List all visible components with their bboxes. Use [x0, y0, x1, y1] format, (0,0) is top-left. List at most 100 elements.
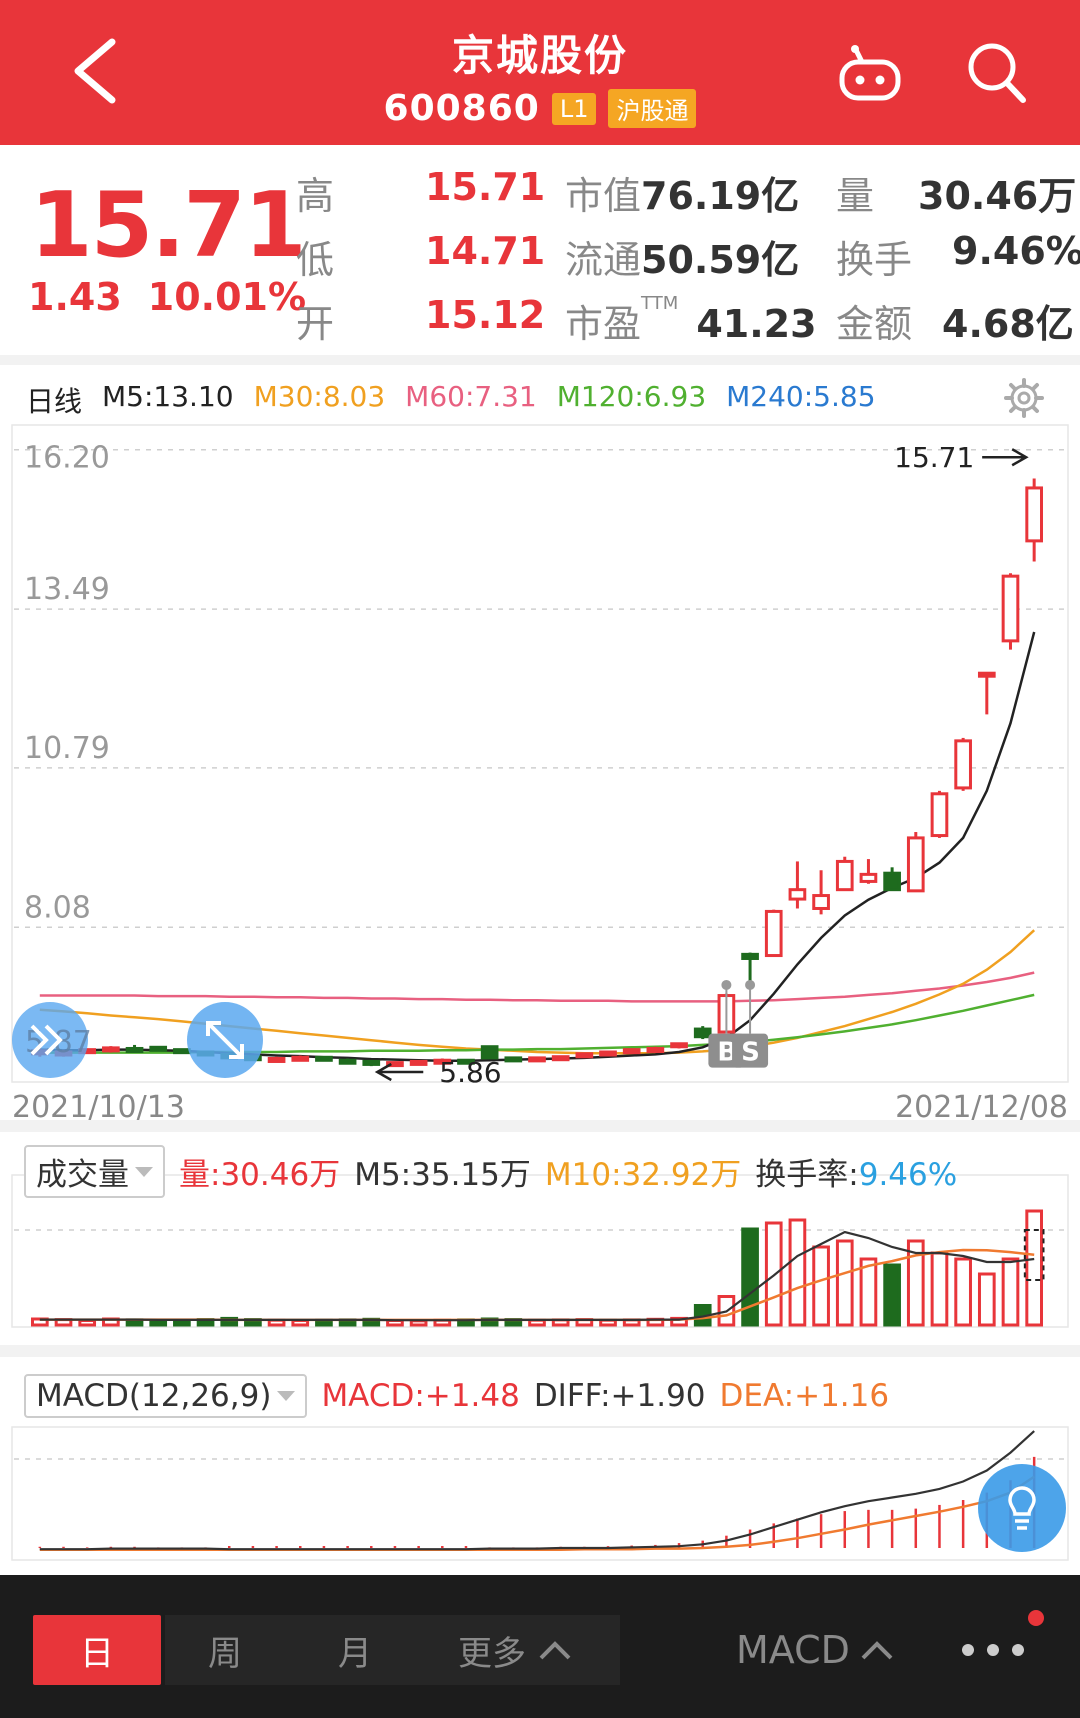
low-label: 低 [296, 238, 335, 282]
pe-value: 41.23 [696, 302, 817, 346]
chevron-right-icon [44, 1024, 63, 1056]
macd-legend: MACD(12,26,9) MACD:+1.48 DIFF:+1.90 DEA:… [24, 1374, 889, 1418]
indicator-select-macd[interactable]: MACD(12,26,9) [24, 1374, 308, 1418]
kline-y-label: 13.49 [24, 572, 110, 607]
ma60-line [39, 971, 1035, 1003]
chevron-down-icon [277, 1391, 296, 1401]
change-percent: 10.01% [147, 275, 307, 319]
candle-body [764, 909, 783, 958]
indicator-menu-button[interactable]: MACD [736, 1615, 894, 1685]
turnover-label: 换手 [836, 238, 913, 282]
volume-bar [859, 1257, 878, 1327]
candle-body [315, 1055, 333, 1062]
settings-gear-icon[interactable] [1004, 378, 1044, 418]
volume-forecast-box [1023, 1229, 1045, 1281]
stock-name: 京城股份 [451, 31, 628, 80]
amount-label: 金额 [836, 302, 913, 346]
candle-body [362, 1059, 381, 1066]
candle-body [409, 1059, 428, 1066]
candle-body [859, 872, 878, 883]
ma5-legend: M5:13.10 [102, 380, 234, 413]
tab-day[interactable]: 日 [33, 1615, 161, 1685]
candle-body [788, 888, 807, 901]
period-toolbar: 日 周 月 更多 MACD [0, 1575, 1080, 1718]
date-end: 2021/12/08 [895, 1090, 1068, 1125]
section-divider [0, 355, 1080, 365]
chevron-up-icon [861, 1641, 893, 1660]
volume-select-label: 成交量 [36, 1157, 129, 1193]
candle-body [267, 1056, 286, 1063]
candle-body [977, 671, 996, 678]
volume-bar [764, 1221, 783, 1327]
volume-frame [11, 1174, 1069, 1328]
stock-code-row: 600860 L1 沪股通 [0, 88, 1080, 129]
volume-bar [220, 1316, 239, 1327]
high-price-label: 15.71 [894, 441, 974, 474]
volume-bar [1025, 1209, 1044, 1327]
stock-code: 600860 [383, 88, 540, 129]
app-header: 京城股份 600860 L1 沪股通 [0, 0, 1080, 145]
macd-select-label: MACD(12,26,9) [36, 1378, 272, 1414]
candle-body [386, 1061, 404, 1068]
chevron-up-icon [539, 1641, 571, 1660]
volume-bar [930, 1251, 949, 1327]
candle-body [1001, 574, 1020, 643]
price-change: 1.43 10.01% [28, 275, 332, 319]
ma240-legend: M240:5.85 [726, 380, 876, 413]
sell-marker-box [732, 1033, 769, 1068]
change-amount: 1.43 [28, 275, 122, 319]
turnover-value: 9.46% [952, 229, 1080, 273]
search-icon[interactable] [965, 40, 1027, 104]
market-cap: 市值76.19亿 [565, 165, 799, 220]
volume-bar [835, 1239, 854, 1327]
level-tag: L1 [551, 92, 597, 125]
candle-body [693, 1027, 712, 1039]
amount-value: 4.68亿 [942, 302, 1074, 346]
candle-body [646, 1046, 665, 1053]
turnover-rate-label: 换手率: [755, 1157, 859, 1193]
chevron-down-icon [135, 1166, 153, 1177]
indicator-menu-label: MACD [736, 1628, 850, 1672]
candle-body [457, 1058, 475, 1065]
connect-tag: 沪股通 [608, 89, 697, 128]
tab-more[interactable]: 更多 [458, 1615, 572, 1685]
lightbulb-shape [1008, 1486, 1036, 1516]
tab-more-label: 更多 [458, 1633, 526, 1674]
volume-bar [788, 1218, 807, 1327]
volume-bar [409, 1319, 428, 1327]
tab-month[interactable]: 月 [338, 1633, 372, 1674]
robot-assistant-icon[interactable] [838, 44, 902, 104]
volume-bar [812, 1245, 830, 1327]
candle-body [599, 1050, 617, 1057]
lightbulb-icon [978, 1464, 1066, 1552]
notification-dot [1028, 1610, 1044, 1626]
tab-week[interactable]: 周 [208, 1633, 242, 1674]
volume-bar [173, 1319, 191, 1327]
candle-body [528, 1056, 546, 1063]
candle-body [670, 1042, 688, 1049]
float-cap: 流通50.59亿 [565, 229, 799, 284]
ma-legend: 日线 M5:13.10 M30:8.03 M60:7.31 M120:6.93 … [26, 380, 876, 420]
back-arrow-icon[interactable] [68, 38, 122, 104]
candle-body [125, 1046, 144, 1053]
volume-bar [977, 1272, 996, 1327]
candle-body [835, 859, 854, 892]
kline-frame [11, 424, 1069, 1083]
expand-arrow-line [206, 1021, 244, 1059]
more-dots-icon[interactable] [958, 1635, 1028, 1665]
indicator-select-volume[interactable]: 成交量 [24, 1145, 165, 1198]
section-divider [0, 1345, 1080, 1357]
ma60-legend: M60:7.31 [405, 380, 537, 413]
pe-ttm-label: TTM [641, 293, 679, 314]
low-value: 14.71 [425, 229, 546, 273]
dea-line [39, 1475, 1035, 1552]
buy-marker-dot [721, 979, 732, 990]
candle-body [622, 1048, 641, 1055]
diff-value: DIFF:+1.90 [533, 1378, 706, 1414]
candle-body [149, 1045, 168, 1052]
volume-value: 30.46万 [918, 174, 1077, 218]
volume-m10: M10:32.92万 [544, 1157, 742, 1193]
ma120-legend: M120:6.93 [556, 380, 707, 413]
macd-frame [11, 1426, 1069, 1561]
